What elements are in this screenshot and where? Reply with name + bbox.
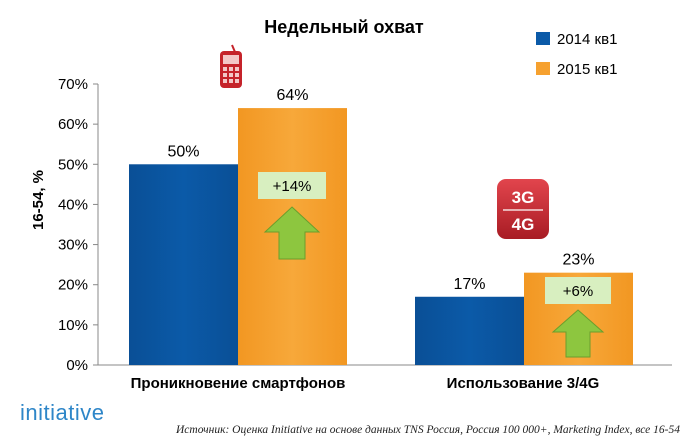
y-tick-label: 70% xyxy=(58,76,88,93)
initiative-logo: initiative xyxy=(20,400,104,425)
up-arrow-icon xyxy=(551,309,605,358)
delta-annotation-smartphones: +14% xyxy=(258,172,326,260)
legend: 2014 кв1 2015 кв1 xyxy=(536,31,617,78)
3g-4g-icon: 3G 4G xyxy=(497,179,549,239)
data-label: 23% xyxy=(562,252,594,269)
legend-label-2015: 2015 кв1 xyxy=(557,61,617,78)
data-labels: 50% 64% 17% 23% xyxy=(167,87,594,293)
y-tick-label: 40% xyxy=(58,196,88,213)
data-label: 50% xyxy=(167,143,199,160)
y-tick-label: 30% xyxy=(58,237,88,254)
y-tick-label: 50% xyxy=(58,156,88,173)
badge-4g-label: 4G xyxy=(512,215,535,234)
bar-2014-smartphones xyxy=(129,164,238,365)
bar-2014-3g4g xyxy=(415,296,524,365)
data-label: 17% xyxy=(453,276,485,293)
delta-label: +14% xyxy=(273,178,312,195)
bars xyxy=(129,108,633,365)
mobile-phone-icon xyxy=(220,44,242,88)
y-tick-label: 0% xyxy=(66,357,88,374)
delta-annotation-3g4g: +6% xyxy=(545,277,611,358)
delta-box xyxy=(545,277,611,304)
legend-swatch-2015 xyxy=(536,62,550,75)
delta-box xyxy=(258,172,326,199)
data-label: 64% xyxy=(276,87,308,104)
y-axis-label: 16-54, % xyxy=(30,170,47,230)
chart-title: Недельный охват xyxy=(264,17,424,37)
legend-label-2014: 2014 кв1 xyxy=(557,31,617,48)
category-label-smartphones: Проникновение смартфонов xyxy=(131,375,346,392)
y-axis-ticks: 0% 10% 20% 30% 40% 50% 60% 70% xyxy=(58,76,98,374)
delta-label: +6% xyxy=(563,283,593,300)
legend-swatch-2014 xyxy=(536,32,550,45)
category-label-3g4g: Использование 3/4G xyxy=(447,375,600,392)
y-tick-label: 60% xyxy=(58,116,88,133)
source-note: Источник: Оценка Initiative на основе да… xyxy=(175,424,680,436)
y-tick-label: 10% xyxy=(58,317,88,334)
y-tick-label: 20% xyxy=(58,277,88,294)
badge-3g-label: 3G xyxy=(512,188,535,207)
up-arrow-icon xyxy=(263,206,321,260)
